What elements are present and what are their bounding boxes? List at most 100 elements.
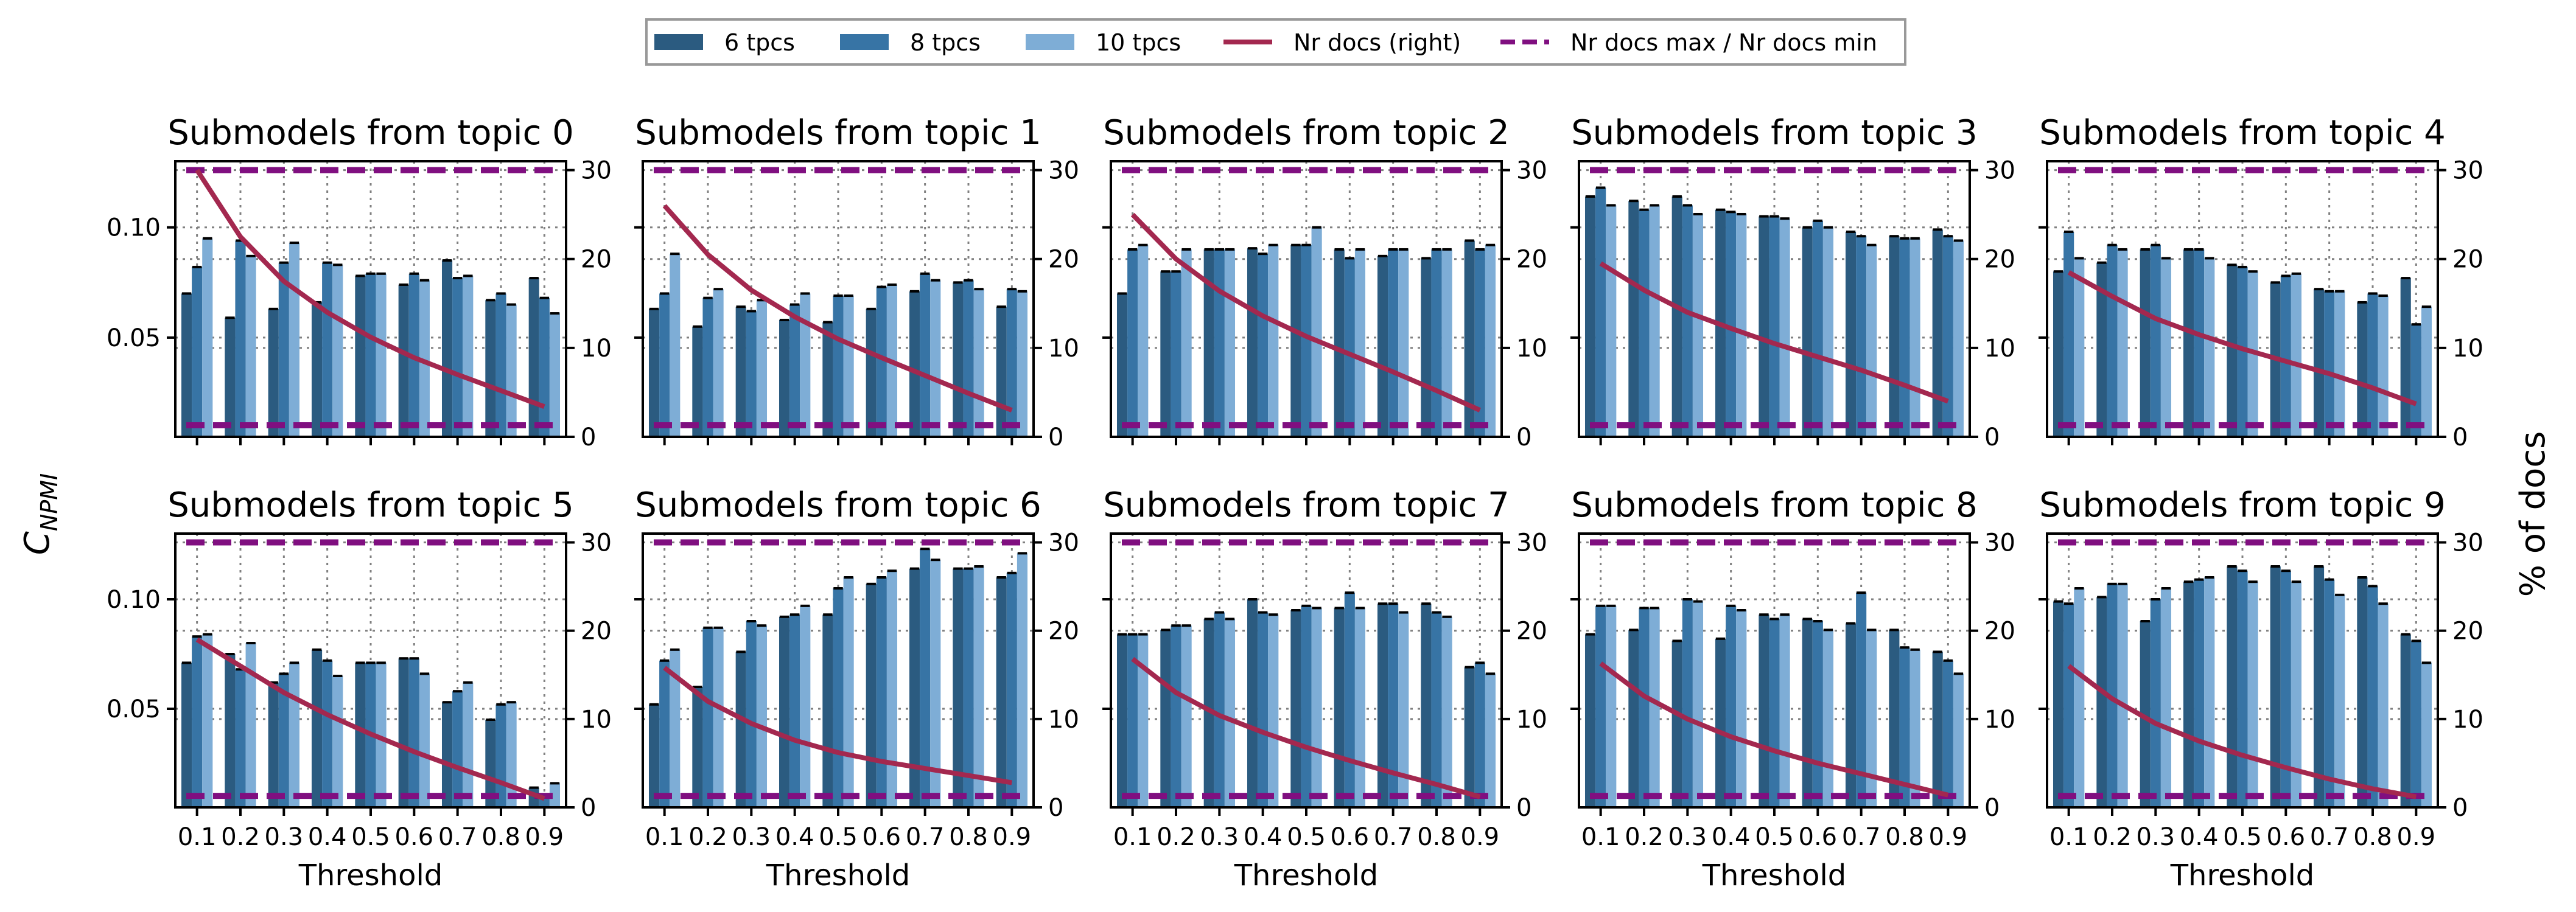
- bar: [528, 278, 539, 437]
- x-axis-label: Threshold: [1234, 858, 1379, 893]
- y-tick-label-right: 20: [1516, 618, 1547, 646]
- bar: [789, 614, 800, 807]
- x-tick-label: 0.4: [308, 823, 347, 851]
- bar: [1812, 621, 1823, 807]
- bar: [909, 291, 920, 437]
- subplot-title: Submodels from topic 8: [1571, 486, 1978, 525]
- bar: [2410, 324, 2421, 437]
- bar: [452, 278, 463, 437]
- bar: [1203, 249, 1214, 437]
- subplot: Submodels from topic 1 0 10 20 30: [634, 113, 1079, 451]
- bars: [1116, 226, 1496, 437]
- bar: [996, 307, 1007, 437]
- bar: [1116, 293, 1128, 437]
- bar: [1899, 238, 1910, 437]
- bar: [1953, 240, 1964, 437]
- bar: [1759, 216, 1769, 437]
- y-tick-label-right: 10: [1516, 335, 1547, 363]
- bar: [1181, 625, 1192, 807]
- bar: [192, 266, 203, 437]
- legend-label: 8 tpcs: [910, 29, 981, 56]
- bar: [1268, 245, 1279, 437]
- bar: [2074, 588, 2085, 807]
- x-tick-label: 0.7: [1374, 823, 1413, 851]
- bar: [2140, 621, 2151, 807]
- y-tick-label-right: 20: [1048, 618, 1079, 646]
- y-tick-label-right: 20: [581, 246, 612, 274]
- bar: [181, 293, 192, 437]
- bar: [746, 621, 757, 807]
- bar: [495, 704, 506, 807]
- bar: [463, 276, 474, 437]
- bar: [549, 783, 561, 807]
- bar: [441, 260, 453, 437]
- bar: [1932, 229, 1943, 437]
- bar: [789, 304, 800, 437]
- y-tick-label-right: 0: [1048, 423, 1063, 451]
- bar: [1909, 238, 1920, 437]
- bars: [181, 633, 561, 807]
- bar: [1649, 608, 1660, 807]
- bar: [756, 625, 768, 807]
- bar: [398, 658, 409, 807]
- y-tick-label-left: 0.05: [107, 695, 161, 723]
- y-tick-label-right: 20: [581, 618, 612, 646]
- bar: [702, 298, 713, 437]
- bar: [2096, 597, 2107, 807]
- bar: [2074, 258, 2085, 437]
- y-tick-label-right: 30: [581, 529, 612, 557]
- bar: [2247, 582, 2258, 807]
- legend-label: 6 tpcs: [724, 29, 795, 56]
- nr-docs-line: [662, 204, 1013, 412]
- bar: [1171, 625, 1181, 807]
- subplot-title: Submodels from topic 0: [167, 113, 574, 153]
- bar: [1889, 630, 1900, 807]
- bar: [2334, 291, 2345, 437]
- bar: [2421, 307, 2432, 437]
- bar: [1171, 271, 1181, 437]
- x-tick-label: 0.3: [1200, 823, 1239, 851]
- bar: [225, 318, 236, 437]
- y-tick-label-right: 30: [1516, 529, 1547, 557]
- bar: [2324, 291, 2335, 437]
- x-tick-label: 0.9: [525, 823, 564, 851]
- y-tick-label-left: 0.10: [107, 586, 161, 614]
- bar: [2160, 258, 2172, 437]
- bar: [2270, 566, 2281, 807]
- bar: [506, 702, 517, 807]
- y-tick-label-right: 10: [1984, 706, 2015, 734]
- bar: [1595, 605, 1606, 807]
- bar: [886, 571, 898, 807]
- bar: [2237, 571, 2248, 807]
- y-tick-label-right: 30: [1984, 157, 2015, 185]
- bar: [2183, 249, 2194, 437]
- y-tick-label-right: 20: [2452, 246, 2483, 274]
- bar: [1214, 249, 1225, 437]
- subplot-title: Submodels from topic 6: [635, 486, 1041, 525]
- bar: [2204, 577, 2215, 807]
- bar: [1639, 209, 1650, 437]
- bar: [2313, 289, 2325, 437]
- bar: [800, 293, 811, 437]
- x-tick-label: 0.3: [1668, 823, 1707, 851]
- y-tick-label-right: 0: [1048, 794, 1063, 822]
- bar: [692, 687, 703, 807]
- bar: [2400, 278, 2411, 437]
- subplot: Submodels from topic 2 0 10 20 30: [1102, 113, 1547, 451]
- x-tick-label: 0.6: [1331, 823, 1370, 851]
- bar: [278, 262, 289, 437]
- left-axis-label-main: C: [18, 531, 57, 555]
- legend-entry: Nr docs (right): [1223, 29, 1461, 56]
- bar: [1802, 619, 1813, 807]
- bar: [2367, 586, 2378, 807]
- x-tick-label: 0.5: [2223, 823, 2262, 851]
- bars: [648, 548, 1028, 807]
- bar: [1017, 553, 1028, 807]
- bar: [735, 307, 746, 437]
- bar: [1932, 652, 1943, 807]
- y-tick-label-right: 10: [581, 706, 612, 734]
- bar: [1649, 205, 1660, 437]
- bar: [1311, 227, 1322, 437]
- bar: [1247, 248, 1258, 437]
